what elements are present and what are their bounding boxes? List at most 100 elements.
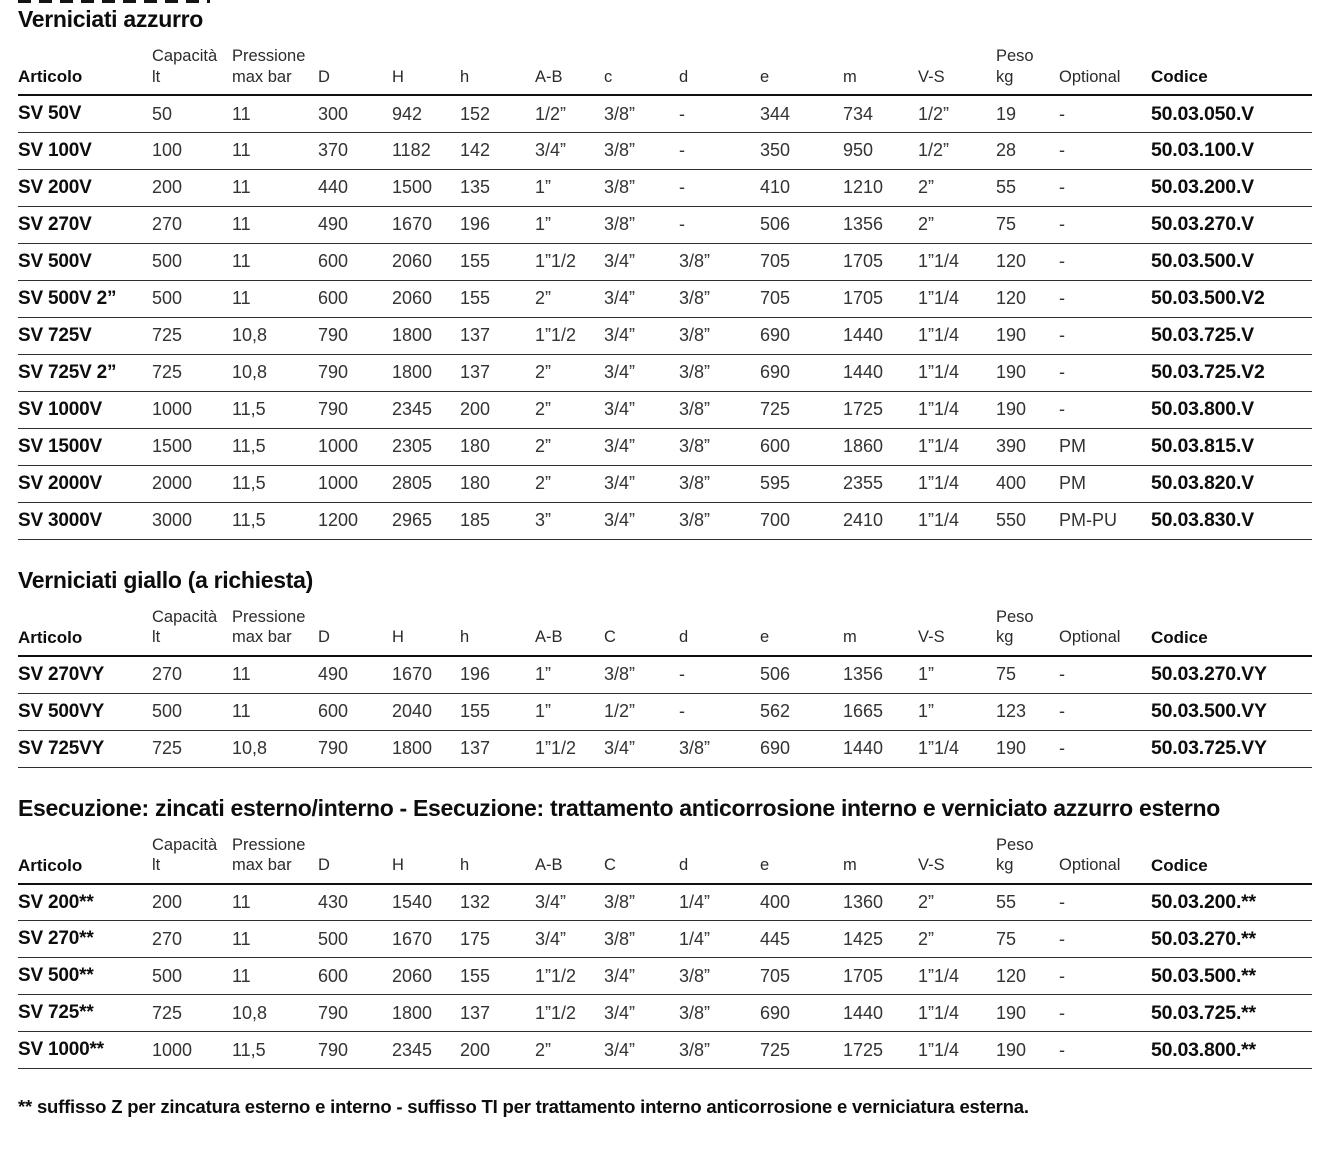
value-cell: 700	[760, 510, 791, 531]
value-cell: 10,8	[232, 325, 268, 346]
column-header: Peso kg	[996, 835, 1034, 875]
value-cell: 3/4”	[535, 892, 567, 912]
value-cell: 142	[460, 140, 491, 161]
value-cell: 3/4”	[604, 738, 636, 758]
value-cell: 190	[996, 738, 1027, 758]
code-cell: 50.03.830.V	[1151, 509, 1254, 532]
value-cell: 2965	[392, 510, 433, 531]
value-cell: 11	[232, 177, 251, 198]
article-cell: SV 725**	[18, 1002, 94, 1024]
code-cell: 50.03.270.**	[1151, 927, 1256, 950]
value-cell: 1/2”	[604, 701, 636, 721]
value-cell: 600	[318, 701, 349, 721]
article-cell: SV 2000V	[18, 472, 102, 494]
value-cell: 190	[996, 1039, 1027, 1060]
value-cell: 1800	[392, 1002, 433, 1023]
value-cell: 1”	[918, 701, 935, 721]
article-cell: SV 500VY	[18, 700, 105, 722]
code-cell: 50.03.200.**	[1151, 891, 1256, 913]
value-cell: 190	[996, 399, 1027, 420]
value-cell: 28	[996, 140, 1017, 161]
value-cell: 2410	[843, 510, 884, 531]
value-cell: 1500	[152, 436, 193, 457]
value-cell: 1540	[392, 892, 433, 912]
value-cell: 942	[392, 103, 423, 124]
cropped-text-artifact	[18, 0, 210, 3]
value-cell: 3/8”	[679, 1039, 711, 1060]
value-cell: 600	[760, 436, 791, 457]
value-cell: 100	[152, 140, 183, 161]
code-cell: 50.03.270.VY	[1151, 663, 1267, 686]
value-cell: 10,8	[232, 362, 268, 383]
value-cell: 3/8”	[604, 177, 636, 198]
value-cell: 120	[996, 965, 1027, 986]
value-cell: 190	[996, 1002, 1027, 1023]
value-cell: 1182	[392, 140, 431, 161]
value-cell: 270	[152, 664, 183, 685]
value-cell: 1/2”	[535, 103, 567, 124]
column-header: Pressione max bar	[232, 47, 306, 86]
value-cell: PM	[1059, 473, 1086, 494]
column-header: Peso kg	[996, 47, 1034, 86]
value-cell: 500	[152, 965, 183, 986]
value-cell: PM	[1059, 436, 1086, 457]
table-row: SV 725** 725 10,8 790 1800 137 1”1/2 3/4” 3/8” 69…	[18, 995, 1312, 1032]
value-cell: 725	[152, 325, 183, 346]
value-cell: 344	[760, 103, 791, 124]
table-row: SV 270VY 270 11 490 1670 196 1” 3/8” - 506 1356 1” 7…	[18, 656, 1312, 693]
value-cell: 1000	[318, 473, 359, 494]
column-header: h	[460, 67, 470, 86]
column-header: Articolo	[18, 67, 83, 86]
value-cell: 120	[996, 251, 1027, 272]
value-cell: 11,5	[232, 510, 266, 531]
value-cell: -	[1059, 1039, 1065, 1060]
value-cell: -	[1059, 362, 1065, 383]
value-cell: 75	[996, 214, 1017, 235]
table-row: SV 100V 100 11 370 1182 142 3/4” 3/8” - 350 950 1/2…	[18, 132, 1312, 170]
value-cell: 595	[760, 473, 791, 494]
value-cell: 1800	[392, 738, 433, 758]
article-cell: SV 1000**	[18, 1039, 104, 1061]
value-cell: 725	[760, 1039, 791, 1060]
value-cell: 562	[760, 701, 791, 721]
value-cell: 1440	[843, 738, 884, 758]
table-row: SV 500VY 500 11 600 2040 155 1” 1/2” - 562 1665 1” 1…	[18, 693, 1312, 730]
column-header: C	[604, 628, 616, 647]
value-cell: 1200	[318, 510, 359, 531]
value-cell: 3/8”	[604, 892, 636, 912]
value-cell: 506	[760, 214, 791, 235]
value-cell: 2”	[918, 214, 935, 235]
article-cell: SV 200V	[18, 176, 92, 198]
value-cell: 11	[232, 701, 251, 721]
article-cell: SV 725V 2”	[18, 361, 117, 383]
value-cell: 2”	[535, 1039, 552, 1060]
value-cell: 734	[843, 103, 874, 124]
code-cell: 50.03.200.V	[1151, 176, 1254, 199]
value-cell: 3/4”	[604, 510, 636, 531]
column-header: C	[604, 856, 616, 875]
column-header: Pressione max bar	[232, 607, 306, 647]
value-cell: 2060	[392, 965, 433, 986]
table-row: SV 3000V 3000 11,5 1200 2965 185 3” 3/4” 3/8” 700…	[18, 502, 1312, 540]
value-cell: 75	[996, 928, 1017, 949]
value-cell: -	[1059, 1002, 1065, 1023]
value-cell: 11	[232, 214, 251, 235]
article-cell: SV 3000V	[18, 509, 102, 531]
value-cell: 3/8”	[679, 436, 711, 457]
article-cell: SV 500V 2”	[18, 287, 117, 309]
column-header: e	[760, 67, 770, 86]
section-title: Verniciati azzurro	[18, 6, 204, 32]
value-cell: 3/4”	[535, 928, 567, 949]
value-cell: 155	[460, 965, 491, 986]
value-cell: 3/8”	[679, 288, 711, 309]
value-cell: 11,5	[232, 1039, 266, 1060]
value-cell: 1440	[843, 325, 884, 346]
value-cell: 430	[318, 892, 349, 912]
value-cell: 11	[232, 251, 251, 272]
value-cell: 10,8	[232, 1002, 268, 1023]
value-cell: 1/2”	[918, 103, 950, 124]
article-cell: SV 1000V	[18, 398, 102, 420]
value-cell: 1/4”	[679, 928, 711, 949]
